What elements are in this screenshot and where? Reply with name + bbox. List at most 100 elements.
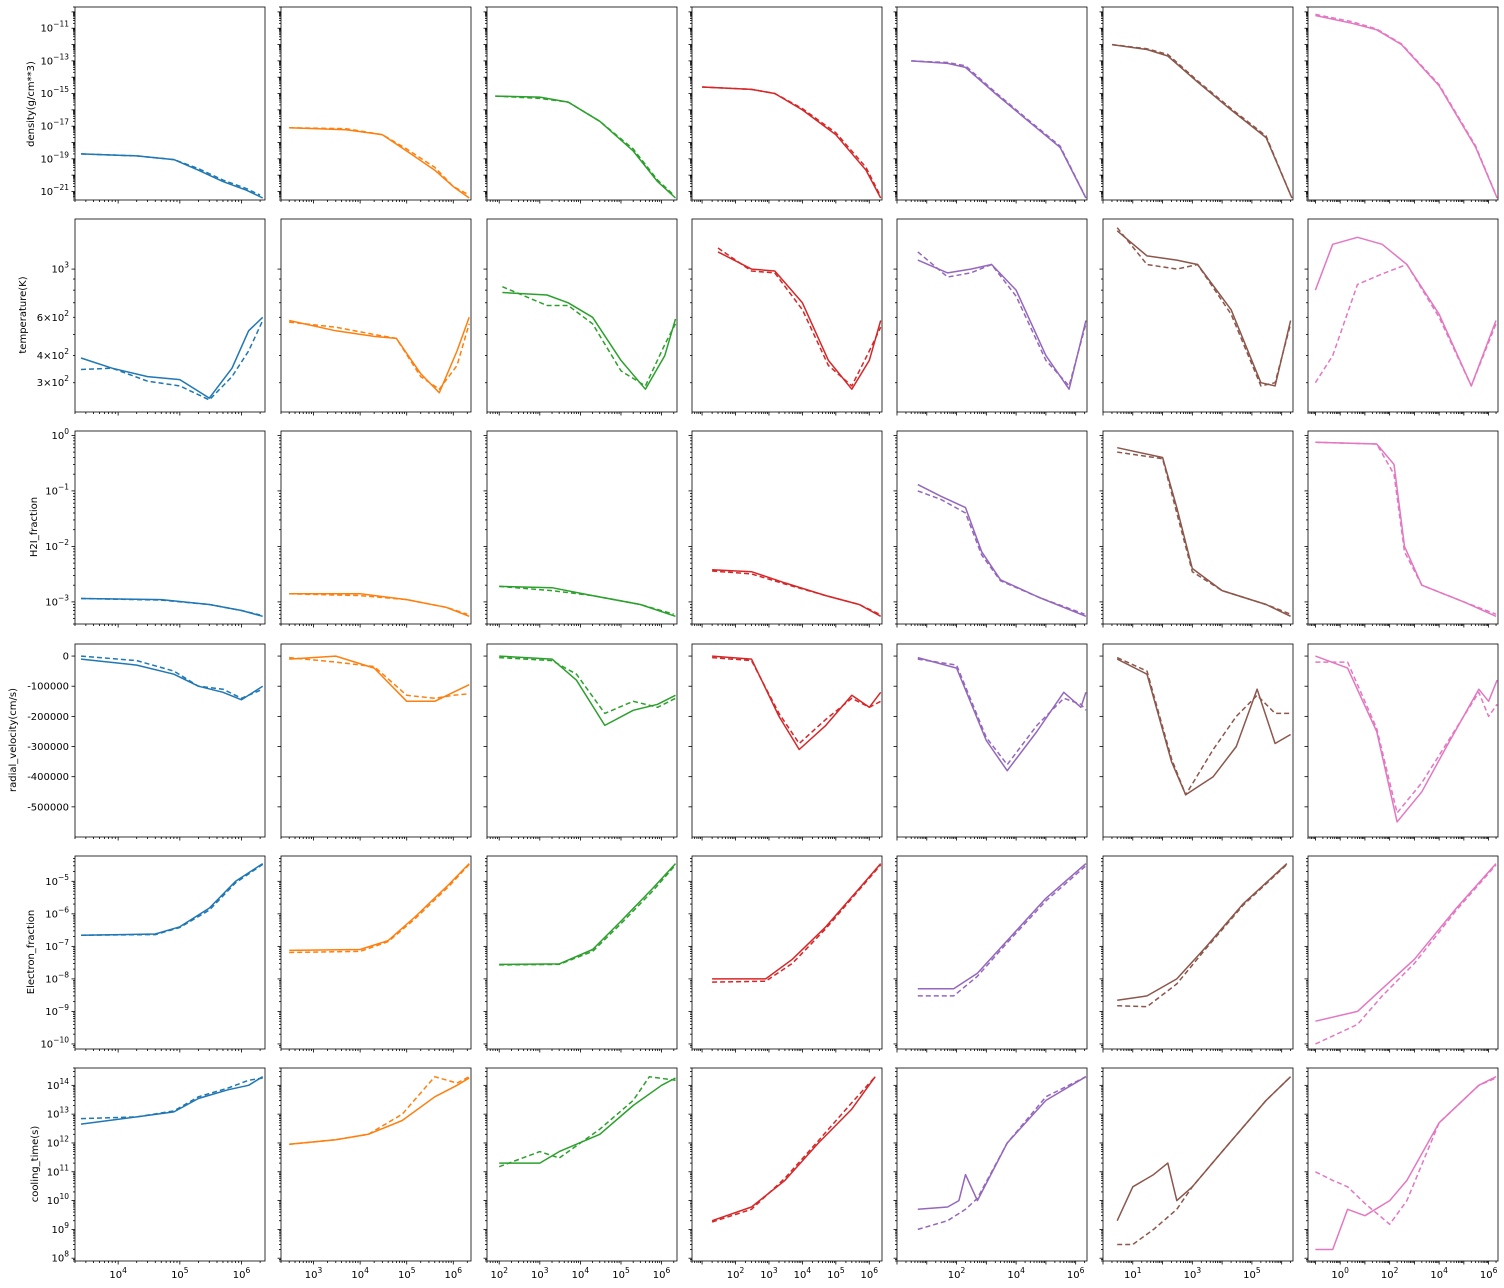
y-tick-label: 10−3 (45, 593, 69, 608)
panel-frame (1307, 643, 1499, 838)
series-dashed (1116, 227, 1292, 387)
y-tick-label: 10−13 (40, 52, 69, 67)
series-solid (717, 251, 882, 390)
series-solid (712, 863, 882, 980)
series-dashed (717, 247, 882, 387)
series-dashed (289, 863, 470, 954)
panel-frame (1102, 430, 1294, 625)
y-tick-label: 10−5 (45, 873, 69, 888)
series-dashed (1315, 1077, 1497, 1226)
series-dashed (917, 865, 1087, 997)
panel-cooling-0: 1014 1013 1012 1011 1010 109 108 104 105 106 (47, 1067, 266, 1281)
series-dashed (289, 127, 468, 195)
y-tick-label: 10−11 (40, 20, 69, 35)
y-tick-label: 10−1 (45, 482, 69, 497)
x-tick-label: 105 (827, 1266, 845, 1281)
series-solid (80, 153, 264, 199)
series-dashed (712, 864, 882, 983)
panel-frame (1102, 1067, 1294, 1262)
panel-density-4 (893, 6, 1088, 204)
series-solid (495, 95, 677, 199)
series-dashed (917, 658, 1087, 766)
panel-electron-4 (893, 855, 1088, 1053)
y-tick-label: 100 (51, 427, 69, 442)
panel-cooling-6: 100 102 104 106 (1304, 1067, 1499, 1281)
x-ticks (896, 624, 1086, 628)
x-tick-label: 101 (1124, 1266, 1142, 1281)
panel-frame (1102, 855, 1294, 1050)
ylabel-velocity: radial_velocity(cm/s) (8, 688, 19, 792)
panel-frame (486, 855, 678, 1050)
panel-density-6 (1304, 6, 1499, 204)
panel-temperature-4 (893, 218, 1088, 416)
series-dashed (499, 656, 676, 715)
y-ticks (893, 655, 897, 808)
x-tick-label: 102 (490, 1266, 508, 1281)
x-tick-label: 105 (398, 1266, 416, 1281)
series-dashed (1315, 864, 1497, 1045)
panel-temperature-5 (1099, 218, 1294, 416)
series-dashed (80, 320, 264, 401)
series-solid (289, 593, 470, 617)
panel-h2-0: 100 10−1 10−2 10−3 (45, 427, 266, 628)
series-dashed (80, 597, 261, 616)
x-tick-label: 106 (1480, 1266, 1498, 1281)
panel-temperature-1 (277, 218, 472, 416)
panel-frame (691, 1067, 883, 1262)
series-dashed (1117, 863, 1288, 1008)
x-tick-label: 104 (351, 1266, 369, 1281)
x-tick-label: 103 (531, 1266, 549, 1281)
series-solid (1315, 655, 1498, 823)
series-solid (289, 317, 470, 394)
panel-h2-3 (688, 430, 883, 628)
panel-density-0: 10−11 10−13 10−15 10−17 10−19 10−21 (40, 6, 266, 204)
series-solid (289, 127, 470, 199)
series-solid (711, 1076, 876, 1222)
y-tick-label: -400000 (27, 772, 69, 783)
panel-frame (691, 6, 883, 201)
panel-frame (691, 643, 883, 838)
y-tick-label: -200000 (27, 712, 69, 723)
series-dashed (1314, 263, 1497, 387)
x-tick-label: 105 (1243, 1266, 1261, 1281)
panel-velocity-3 (688, 643, 883, 841)
ylabel-electron: Electron_fraction (26, 910, 37, 994)
series-dashed (1117, 451, 1291, 615)
series-solid (1116, 658, 1291, 796)
panel-temperature-3 (688, 218, 883, 416)
y-tick-label: 1014 (47, 1077, 70, 1092)
x-ticks (74, 412, 261, 416)
ylabel-density: density(g/cm**3) (26, 61, 37, 147)
series-dashed (911, 60, 1086, 196)
series-dashed (80, 153, 261, 196)
x-tick-label: 106 (653, 1266, 671, 1281)
panel-frame (74, 218, 266, 413)
series-dashed (499, 864, 677, 966)
panel-density-3 (688, 6, 883, 204)
series-solid (80, 1076, 264, 1125)
y-ticks (71, 6, 75, 201)
x-tick-label: 104 (572, 1266, 590, 1281)
panel-frame (486, 430, 678, 625)
series-solid (289, 655, 470, 703)
y-tick-label: 1012 (47, 1134, 70, 1149)
panel-electron-2 (483, 855, 678, 1053)
panel-density-2 (483, 6, 678, 204)
series-solid (502, 291, 677, 390)
panel-density-5 (1099, 6, 1294, 204)
panel-frame (280, 6, 472, 201)
y-tick-label: 10−2 (45, 538, 69, 553)
y-tick-label: 103 (51, 261, 69, 276)
series-dashed (917, 490, 1085, 615)
series-dashed (80, 655, 263, 700)
series-dashed (702, 86, 881, 195)
panel-electron-6 (1304, 855, 1499, 1053)
ylabel-cooling: cooling_time(s) (30, 1126, 41, 1203)
panel-frame (1307, 430, 1499, 625)
series-dashed (1315, 441, 1497, 615)
x-tick-label: 106 (861, 1266, 879, 1281)
panel-frame (896, 6, 1088, 201)
series-dashed (289, 656, 470, 700)
panel-density-1 (277, 6, 472, 204)
